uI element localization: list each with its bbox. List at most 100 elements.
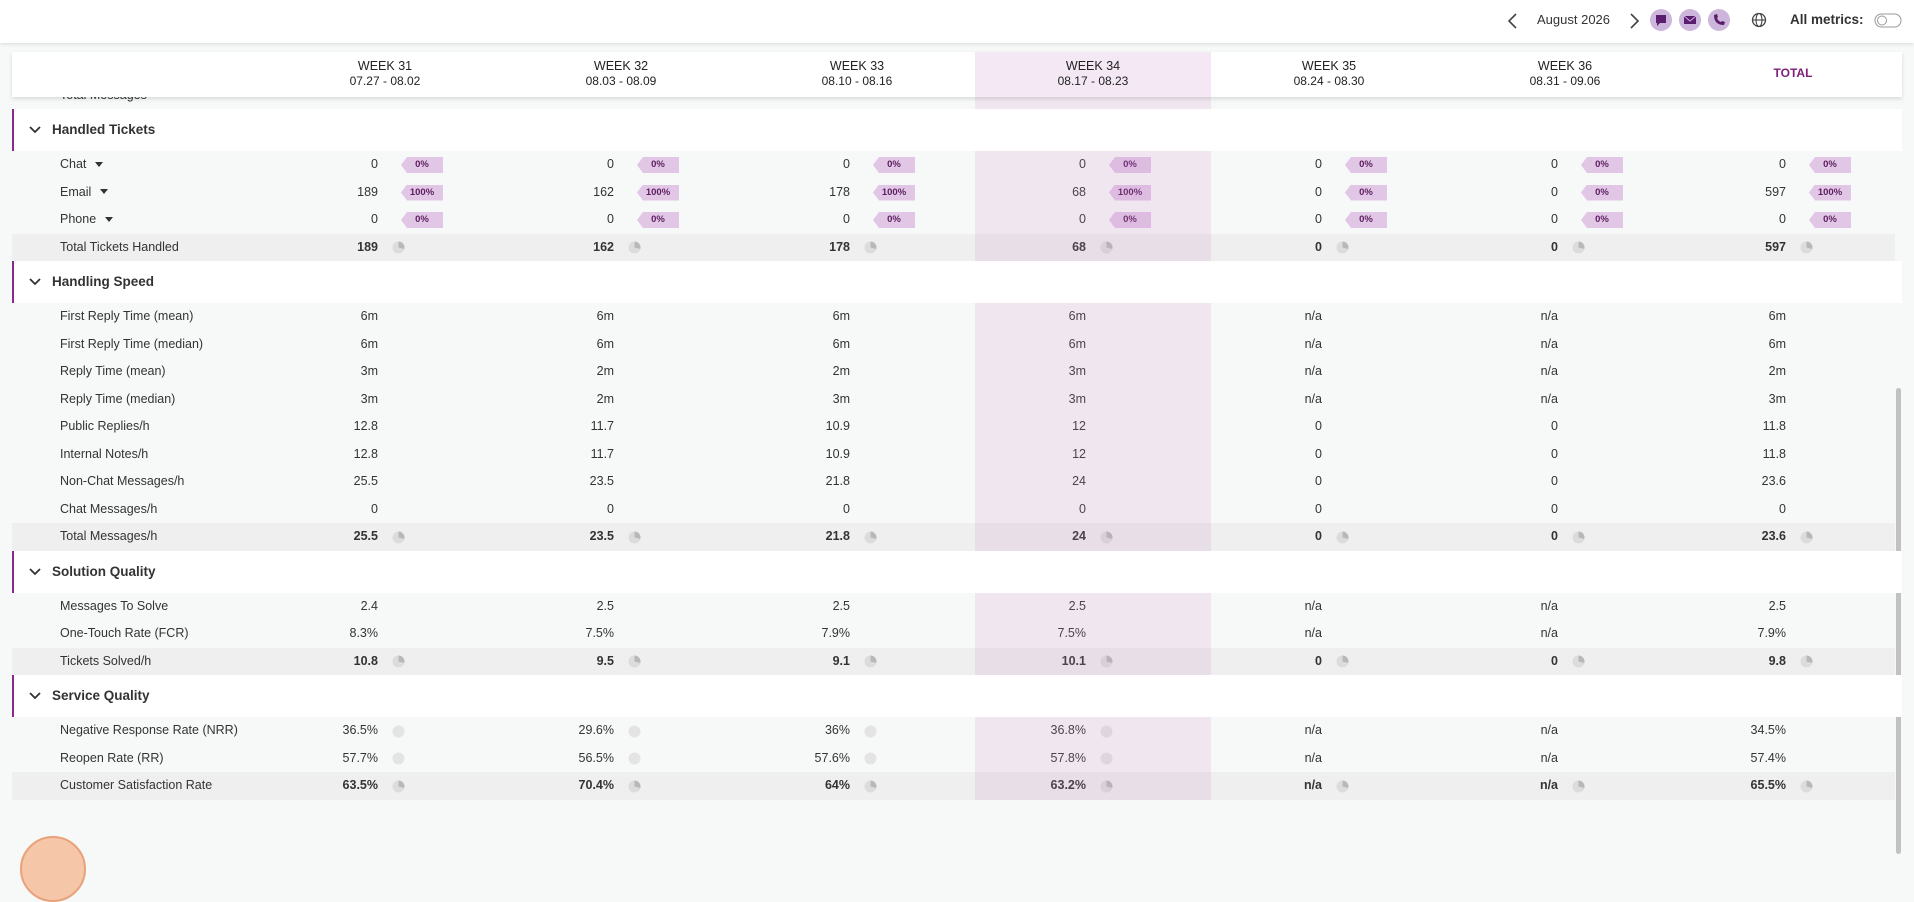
cell-value: 34.5% bbox=[1750, 723, 1786, 737]
breakdown-icon[interactable] bbox=[1100, 655, 1113, 668]
section-header: Handled Tickets bbox=[12, 109, 1902, 151]
column-dates: 08.17 - 08.23 bbox=[1057, 74, 1129, 88]
cell-value: 0 bbox=[1551, 184, 1558, 199]
share-badge: 0% bbox=[1345, 212, 1387, 228]
cell-value: 0 bbox=[1551, 474, 1558, 488]
breakdown-icon[interactable] bbox=[392, 780, 405, 793]
breakdown-icon[interactable] bbox=[864, 655, 877, 668]
breakdown-icon[interactable] bbox=[1572, 241, 1585, 254]
breakdown-icon[interactable] bbox=[1572, 655, 1585, 668]
cell-value: 0 bbox=[1551, 419, 1558, 433]
cell-value: 2.5 bbox=[596, 598, 614, 613]
next-month[interactable] bbox=[1627, 12, 1641, 30]
cell-value: 25.5 bbox=[353, 529, 378, 543]
section-header: Solution Quality bbox=[12, 550, 1902, 593]
cell-value: 597 bbox=[1765, 184, 1786, 199]
row-label: Email bbox=[60, 179, 109, 207]
breakdown-icon[interactable] bbox=[1336, 241, 1349, 254]
section-title: Handled Tickets bbox=[52, 122, 156, 137]
cell-value: 2.5 bbox=[1068, 598, 1086, 613]
share-badge: 0% bbox=[873, 157, 915, 173]
cell-value: 2m bbox=[596, 391, 614, 406]
breakdown-icon[interactable] bbox=[1800, 531, 1813, 544]
cell-value: 178 bbox=[829, 184, 850, 199]
breakdown-icon[interactable] bbox=[1100, 531, 1113, 544]
section-header: Service Quality bbox=[12, 675, 1902, 717]
collapse-chevron[interactable] bbox=[28, 565, 42, 579]
breakdown-icon[interactable] bbox=[1800, 655, 1813, 668]
cell-value: 7.5% bbox=[585, 626, 615, 640]
language[interactable] bbox=[1751, 12, 1767, 28]
breakdown-icon[interactable] bbox=[392, 241, 405, 254]
breakdown-icon[interactable] bbox=[864, 780, 877, 793]
breakdown-icon[interactable] bbox=[628, 780, 641, 793]
cell-value: n/a bbox=[1304, 750, 1322, 765]
breakdown-icon[interactable] bbox=[1336, 655, 1349, 668]
cell-value: 24 bbox=[1072, 529, 1086, 543]
cell-value: 6m bbox=[360, 336, 378, 351]
breakdown-icon[interactable] bbox=[1336, 531, 1349, 544]
cell-value: n/a bbox=[1304, 336, 1322, 351]
cell-value: 23.6 bbox=[1761, 529, 1786, 543]
share-badge: 100% bbox=[637, 184, 679, 201]
cell-value: 57.6% bbox=[814, 750, 850, 765]
row-label: Chat bbox=[60, 151, 104, 179]
breakdown-icon[interactable] bbox=[1100, 725, 1113, 738]
cell-value: 7.9% bbox=[821, 626, 851, 640]
row-dropdown[interactable] bbox=[100, 189, 109, 195]
breakdown-icon[interactable] bbox=[1100, 752, 1113, 765]
table-row: Reopen Rate (RR) 57.7% 56.5% 57.6% 57.8% n/a n… bbox=[12, 745, 1895, 773]
table-row: Email 189 100% 162 100% 178 100% 68 100% 0 0% 0 0% 59… bbox=[12, 179, 1895, 207]
cell-value: n/a bbox=[1540, 364, 1558, 378]
prev-month[interactable] bbox=[1506, 12, 1520, 30]
share-badge: 0% bbox=[637, 157, 679, 173]
breakdown-icon[interactable] bbox=[1800, 241, 1813, 254]
breakdown-icon[interactable] bbox=[392, 752, 405, 765]
avatar[interactable] bbox=[20, 836, 86, 902]
column-dates: 08.31 - 09.06 bbox=[1529, 74, 1601, 88]
table-row: One-Touch Rate (FCR) 8.3% 7.5% 7.9% 7.5% n/a n… bbox=[12, 620, 1895, 648]
cell-value: n/a bbox=[1540, 336, 1558, 351]
collapse-chevron[interactable] bbox=[28, 123, 42, 137]
breakdown-icon[interactable] bbox=[1572, 531, 1585, 544]
breakdown-icon[interactable] bbox=[1100, 780, 1113, 793]
row-label: Internal Notes/h bbox=[60, 446, 149, 461]
table-row: Chat Messages/h 0 0 0 0 0 0 0 bbox=[12, 496, 1895, 524]
breakdown-icon[interactable] bbox=[1100, 241, 1113, 254]
cell-value: 70.4% bbox=[578, 778, 614, 792]
collapse-chevron[interactable] bbox=[28, 689, 42, 703]
channel-filters[interactable] bbox=[1649, 8, 1733, 32]
breakdown-icon[interactable] bbox=[392, 655, 405, 668]
breakdown-icon[interactable] bbox=[628, 725, 641, 738]
breakdown-icon[interactable] bbox=[864, 241, 877, 254]
all-metrics-toggle[interactable] bbox=[1874, 13, 1902, 28]
row-dropdown[interactable] bbox=[95, 161, 104, 168]
cell-value: 2m bbox=[832, 364, 850, 378]
collapse-chevron[interactable] bbox=[28, 275, 42, 289]
cell-value: n/a bbox=[1304, 626, 1322, 640]
table-row: First Reply Time (mean) 6m 6m 6m 6m n/a n/a 6m bbox=[12, 303, 1895, 331]
breakdown-icon[interactable] bbox=[864, 725, 877, 738]
total-row: Tickets Solved/h 10.8 9.5 9.1 10.1 0 0 9.8 bbox=[12, 647, 1895, 675]
breakdown-icon[interactable] bbox=[628, 241, 641, 254]
breakdown-icon[interactable] bbox=[628, 655, 641, 668]
share-badge: 0% bbox=[401, 212, 443, 228]
breakdown-icon[interactable] bbox=[392, 725, 405, 738]
breakdown-icon[interactable] bbox=[1800, 780, 1813, 793]
cell-value: 0 bbox=[371, 212, 378, 226]
cell-value: 7.5% bbox=[1057, 626, 1087, 640]
cell-value: 36.5% bbox=[342, 723, 378, 737]
breakdown-icon[interactable] bbox=[864, 752, 877, 765]
breakdown-icon[interactable] bbox=[628, 531, 641, 544]
breakdown-icon[interactable] bbox=[1572, 780, 1585, 793]
cell-value: n/a bbox=[1540, 723, 1558, 737]
breakdown-icon[interactable] bbox=[864, 531, 877, 544]
breakdown-icon[interactable] bbox=[628, 752, 641, 765]
row-dropdown[interactable] bbox=[105, 216, 114, 223]
table-row: Reply Time (median) 3m 2m 3m 3m n/a n/a 3m bbox=[12, 386, 1895, 414]
breakdown-icon[interactable] bbox=[1336, 780, 1349, 793]
share-badge: 0% bbox=[637, 212, 679, 228]
breakdown-icon[interactable] bbox=[392, 531, 405, 544]
cell-value: 0 bbox=[371, 157, 378, 171]
share-badge: 0% bbox=[1581, 184, 1623, 201]
